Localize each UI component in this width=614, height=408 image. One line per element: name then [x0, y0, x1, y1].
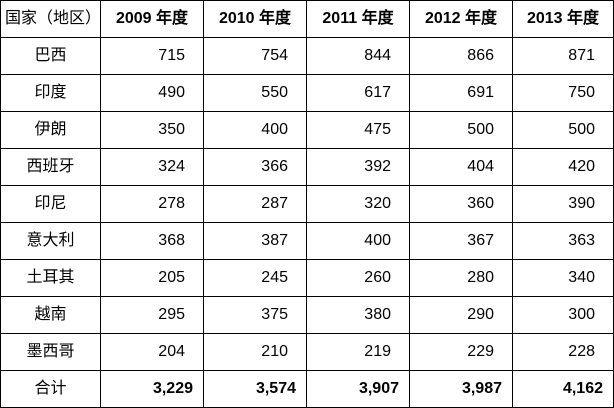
- value-cell: 228: [512, 333, 614, 371]
- value-cell: 475: [306, 111, 410, 149]
- value-cell: 350: [100, 111, 204, 149]
- value-cell: 290: [409, 296, 513, 334]
- value-cell: 320: [306, 185, 410, 223]
- total-row: 合计 3,229 3,574 3,907 3,987 4,162: [0, 370, 614, 408]
- value-cell: 617: [306, 74, 410, 112]
- value-cell: 278: [100, 185, 204, 223]
- value-cell: 360: [409, 185, 513, 223]
- total-cell: 3,229: [100, 370, 204, 408]
- value-cell: 500: [512, 111, 614, 149]
- table-header: 国家（地区） 2009 年度 2010 年度 2011 年度 2012 年度 2…: [0, 0, 614, 38]
- total-cell: 3,987: [409, 370, 513, 408]
- country-cell: 伊朗: [0, 111, 101, 149]
- value-cell: 245: [203, 259, 307, 297]
- value-cell: 404: [409, 148, 513, 186]
- value-cell: 392: [306, 148, 410, 186]
- header-year-2011: 2011 年度: [306, 0, 410, 38]
- value-cell: 219: [306, 333, 410, 371]
- country-cell: 墨西哥: [0, 333, 101, 371]
- value-cell: 363: [512, 222, 614, 260]
- value-cell: 400: [306, 222, 410, 260]
- table-row: 印度 490 550 617 691 750: [0, 74, 614, 112]
- value-cell: 750: [512, 74, 614, 112]
- country-cell: 西班牙: [0, 148, 101, 186]
- value-cell: 380: [306, 296, 410, 334]
- value-cell: 490: [100, 74, 204, 112]
- value-cell: 366: [203, 148, 307, 186]
- header-year-2012: 2012 年度: [409, 0, 513, 38]
- header-row: 国家（地区） 2009 年度 2010 年度 2011 年度 2012 年度 2…: [0, 0, 614, 38]
- table-row: 越南 295 375 380 290 300: [0, 296, 614, 334]
- country-cell: 越南: [0, 296, 101, 334]
- value-cell: 367: [409, 222, 513, 260]
- value-cell: 340: [512, 259, 614, 297]
- total-cell: 4,162: [512, 370, 614, 408]
- table-row: 墨西哥 204 210 219 229 228: [0, 333, 614, 371]
- table-row: 土耳其 205 245 260 280 340: [0, 259, 614, 297]
- total-label: 合计: [0, 370, 101, 408]
- header-year-2013: 2013 年度: [512, 0, 614, 38]
- value-cell: 420: [512, 148, 614, 186]
- value-cell: 300: [512, 296, 614, 334]
- value-cell: 287: [203, 185, 307, 223]
- country-cell: 土耳其: [0, 259, 101, 297]
- country-cell: 印尼: [0, 185, 101, 223]
- table-row: 巴西 715 754 844 866 871: [0, 37, 614, 75]
- header-year-2010: 2010 年度: [203, 0, 307, 38]
- value-cell: 871: [512, 37, 614, 75]
- country-cell: 印度: [0, 74, 101, 112]
- value-cell: 390: [512, 185, 614, 223]
- table-row: 西班牙 324 366 392 404 420: [0, 148, 614, 186]
- value-cell: 400: [203, 111, 307, 149]
- value-cell: 368: [100, 222, 204, 260]
- value-cell: 280: [409, 259, 513, 297]
- header-country: 国家（地区）: [0, 0, 101, 38]
- value-cell: 550: [203, 74, 307, 112]
- country-cell: 巴西: [0, 37, 101, 75]
- value-cell: 754: [203, 37, 307, 75]
- value-cell: 866: [409, 37, 513, 75]
- value-cell: 229: [409, 333, 513, 371]
- value-cell: 387: [203, 222, 307, 260]
- value-cell: 260: [306, 259, 410, 297]
- value-cell: 691: [409, 74, 513, 112]
- total-cell: 3,574: [203, 370, 307, 408]
- table-row: 印尼 278 287 320 360 390: [0, 185, 614, 223]
- country-cell: 意大利: [0, 222, 101, 260]
- header-year-2009: 2009 年度: [100, 0, 204, 38]
- value-cell: 715: [100, 37, 204, 75]
- value-cell: 844: [306, 37, 410, 75]
- table-row: 伊朗 350 400 475 500 500: [0, 111, 614, 149]
- value-cell: 210: [203, 333, 307, 371]
- table-row: 意大利 368 387 400 367 363: [0, 222, 614, 260]
- table-body: 巴西 715 754 844 866 871 印度 490 550 617 69…: [0, 37, 614, 408]
- value-cell: 204: [100, 333, 204, 371]
- value-cell: 324: [100, 148, 204, 186]
- value-cell: 295: [100, 296, 204, 334]
- value-cell: 500: [409, 111, 513, 149]
- total-cell: 3,907: [306, 370, 410, 408]
- value-cell: 205: [100, 259, 204, 297]
- value-cell: 375: [203, 296, 307, 334]
